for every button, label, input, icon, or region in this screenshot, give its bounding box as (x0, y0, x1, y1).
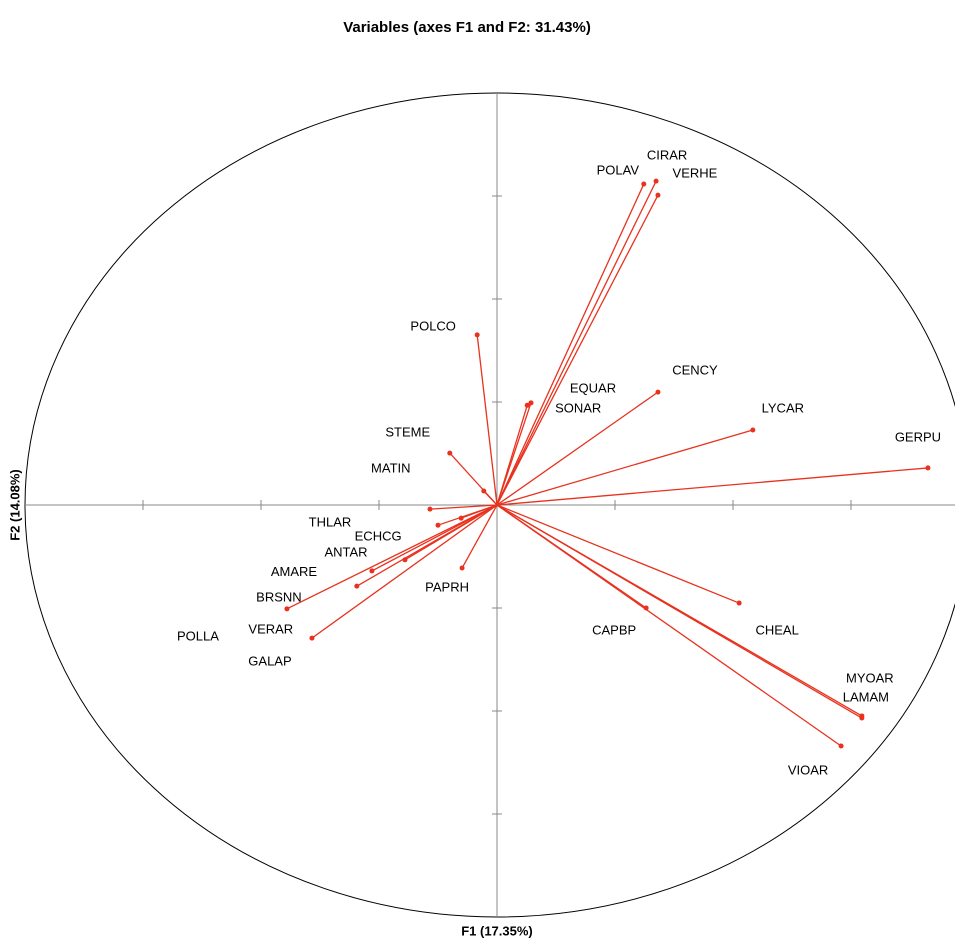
variable-label: LAMAM (843, 689, 889, 704)
variable-label: MYOAR (846, 670, 894, 685)
variable-label: EQUAR (570, 380, 616, 395)
variable-label: CAPBP (592, 622, 636, 637)
variable-label: MATIN (371, 460, 410, 475)
vector-tip (369, 568, 375, 574)
variable-label: POLLA (177, 628, 219, 643)
variable-label: GERPU (895, 429, 941, 444)
vector (356, 504, 498, 587)
variable-label: STEME (385, 425, 430, 440)
vector-tip (925, 465, 931, 471)
vector-tip (284, 606, 290, 612)
vector-tip (528, 400, 534, 406)
vector (476, 334, 498, 506)
vector (496, 194, 659, 506)
vector (496, 405, 528, 506)
y-axis-label: F2 (14.08%) (7, 469, 22, 541)
vector (496, 504, 740, 604)
vector (496, 183, 645, 506)
vector-tip (736, 600, 742, 606)
vector (461, 504, 498, 569)
vector (483, 490, 498, 506)
variable-label: PAPRH (425, 579, 469, 594)
vector (496, 180, 657, 506)
variable-label: LYCAR (762, 400, 804, 415)
vector-tip (447, 450, 453, 456)
variable-label: GALAP (248, 654, 291, 669)
variable-label: THLAR (309, 515, 352, 530)
vector (437, 504, 498, 526)
vector (496, 429, 754, 506)
vector-tip (309, 635, 315, 641)
vector (311, 504, 498, 639)
vector-tip (655, 389, 661, 395)
vector-tip (750, 427, 756, 433)
vector (429, 504, 498, 510)
vector-tip (459, 565, 465, 571)
vector-tip (653, 178, 659, 184)
variable-label: VERHE (673, 166, 718, 181)
vector-tip (474, 332, 480, 338)
variable-label: ECHCG (355, 529, 402, 544)
variable-label: CIRAR (647, 148, 687, 163)
vector-tip (354, 583, 360, 589)
vector (496, 467, 928, 506)
chart-title: Variables (axes F1 and F2: 31.43%) (343, 19, 591, 36)
vector-tip (859, 715, 865, 721)
variable-label: POLAV (597, 162, 640, 177)
x-axis-label: F1 (17.35%) (461, 923, 533, 938)
variable-label: SONAR (555, 401, 601, 416)
vector-tip (655, 192, 661, 198)
vector-tip (524, 402, 530, 408)
variable-label: AMARE (271, 564, 318, 579)
variable-label: CHEAL (755, 622, 798, 637)
variable-label: VERAR (248, 622, 293, 637)
vector-tip (481, 488, 487, 494)
vector (496, 391, 659, 506)
variable-label: ANTAR (324, 545, 367, 560)
variable-label: POLCO (410, 318, 456, 333)
vector (496, 504, 842, 747)
vector-tip (427, 506, 433, 512)
variable-label: CENCY (672, 363, 718, 378)
vector-tip (838, 743, 844, 749)
vector-tip (435, 522, 441, 528)
vector-tip (641, 181, 647, 187)
variable-label: VIOAR (788, 762, 828, 777)
vector (496, 504, 863, 719)
variable-label: BRSNN (256, 589, 302, 604)
vector (286, 504, 498, 610)
